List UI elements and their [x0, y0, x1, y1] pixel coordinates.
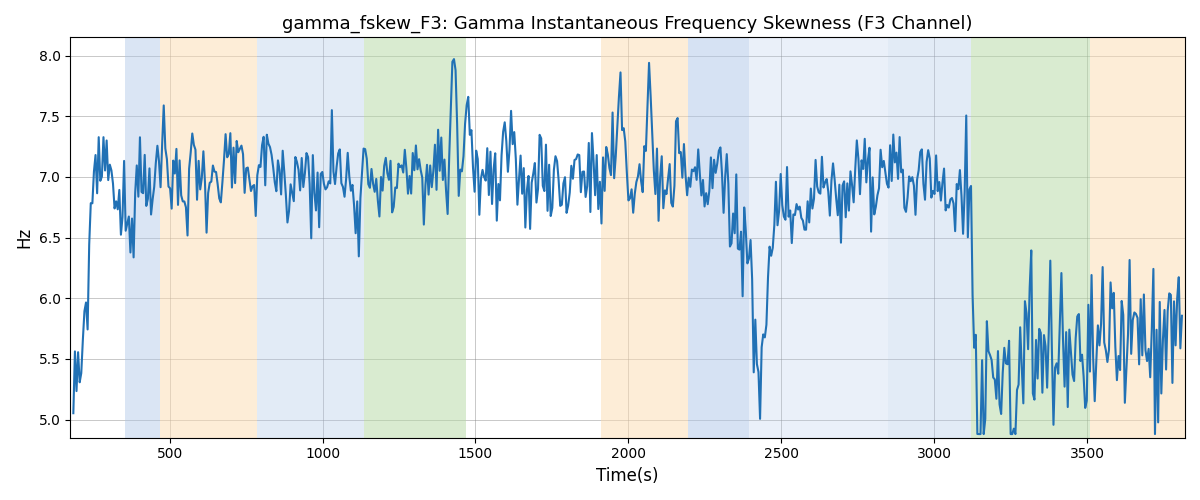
- Bar: [888, 38, 971, 438]
- Y-axis label: Hz: Hz: [16, 227, 34, 248]
- Bar: [1090, 38, 1186, 438]
- Bar: [257, 38, 364, 438]
- Bar: [601, 38, 688, 438]
- Bar: [161, 38, 257, 438]
- X-axis label: Time(s): Time(s): [596, 467, 659, 485]
- Bar: [971, 38, 1090, 438]
- Bar: [364, 38, 467, 438]
- Bar: [688, 38, 749, 438]
- Bar: [749, 38, 888, 438]
- Title: gamma_fskew_F3: Gamma Instantaneous Frequency Skewness (F3 Channel): gamma_fskew_F3: Gamma Instantaneous Freq…: [282, 15, 973, 34]
- Bar: [125, 38, 161, 438]
